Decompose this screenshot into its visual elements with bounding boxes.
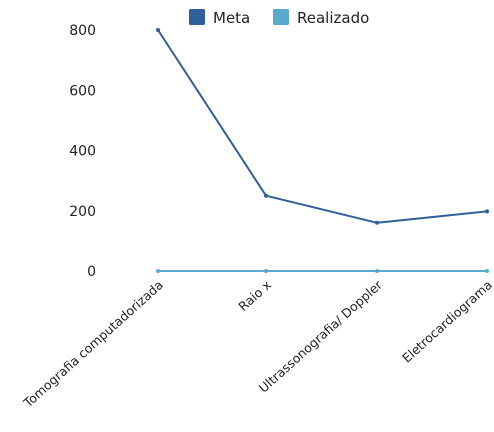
x-category-label-tomografia-computadorizada: Tomografia computadorizada bbox=[20, 277, 166, 411]
legend: Meta Realizado bbox=[189, 9, 369, 27]
data-point-realizado-ultrassonografia-doppler bbox=[375, 269, 379, 273]
legend-swatch-realizado bbox=[273, 9, 289, 25]
data-point-meta-raio-x bbox=[264, 193, 268, 198]
y-tick-label-200: 200 bbox=[69, 204, 96, 220]
data-point-meta-eletrocardiograma bbox=[485, 209, 489, 214]
x-category-label-raio-x: Raio x bbox=[235, 277, 274, 314]
legend-label-realizado: Realizado bbox=[297, 9, 369, 27]
legend-label-meta: Meta bbox=[213, 9, 250, 27]
series-line-meta bbox=[157, 29, 488, 224]
y-tick-label-400: 400 bbox=[69, 144, 96, 160]
y-tick-label-600: 600 bbox=[69, 83, 96, 99]
data-point-realizado-eletrocardiograma bbox=[485, 269, 489, 273]
x-axis: Tomografia computadorizada Raio xUltrasso… bbox=[20, 277, 494, 411]
x-category-label-ultrassonografia-doppler: Ultrassonografia/ Doppler bbox=[256, 277, 386, 396]
y-tick-label-0: 0 bbox=[87, 264, 96, 280]
x-category-label-eletrocardiograma: Eletrocardiograma bbox=[399, 277, 494, 365]
data-point-realizado-raio-x bbox=[264, 269, 268, 273]
data-point-realizado-tomografia-computadorizada bbox=[156, 269, 160, 273]
data-point-meta-tomografia-computadorizada bbox=[156, 28, 160, 32]
series-lines bbox=[156, 28, 489, 273]
y-axis: 0 200 400 600 800 bbox=[69, 23, 96, 280]
y-tick-label-800: 800 bbox=[69, 23, 96, 39]
legend-swatch-meta bbox=[189, 9, 205, 25]
data-point-meta-ultrassonografia-doppler bbox=[375, 220, 379, 225]
